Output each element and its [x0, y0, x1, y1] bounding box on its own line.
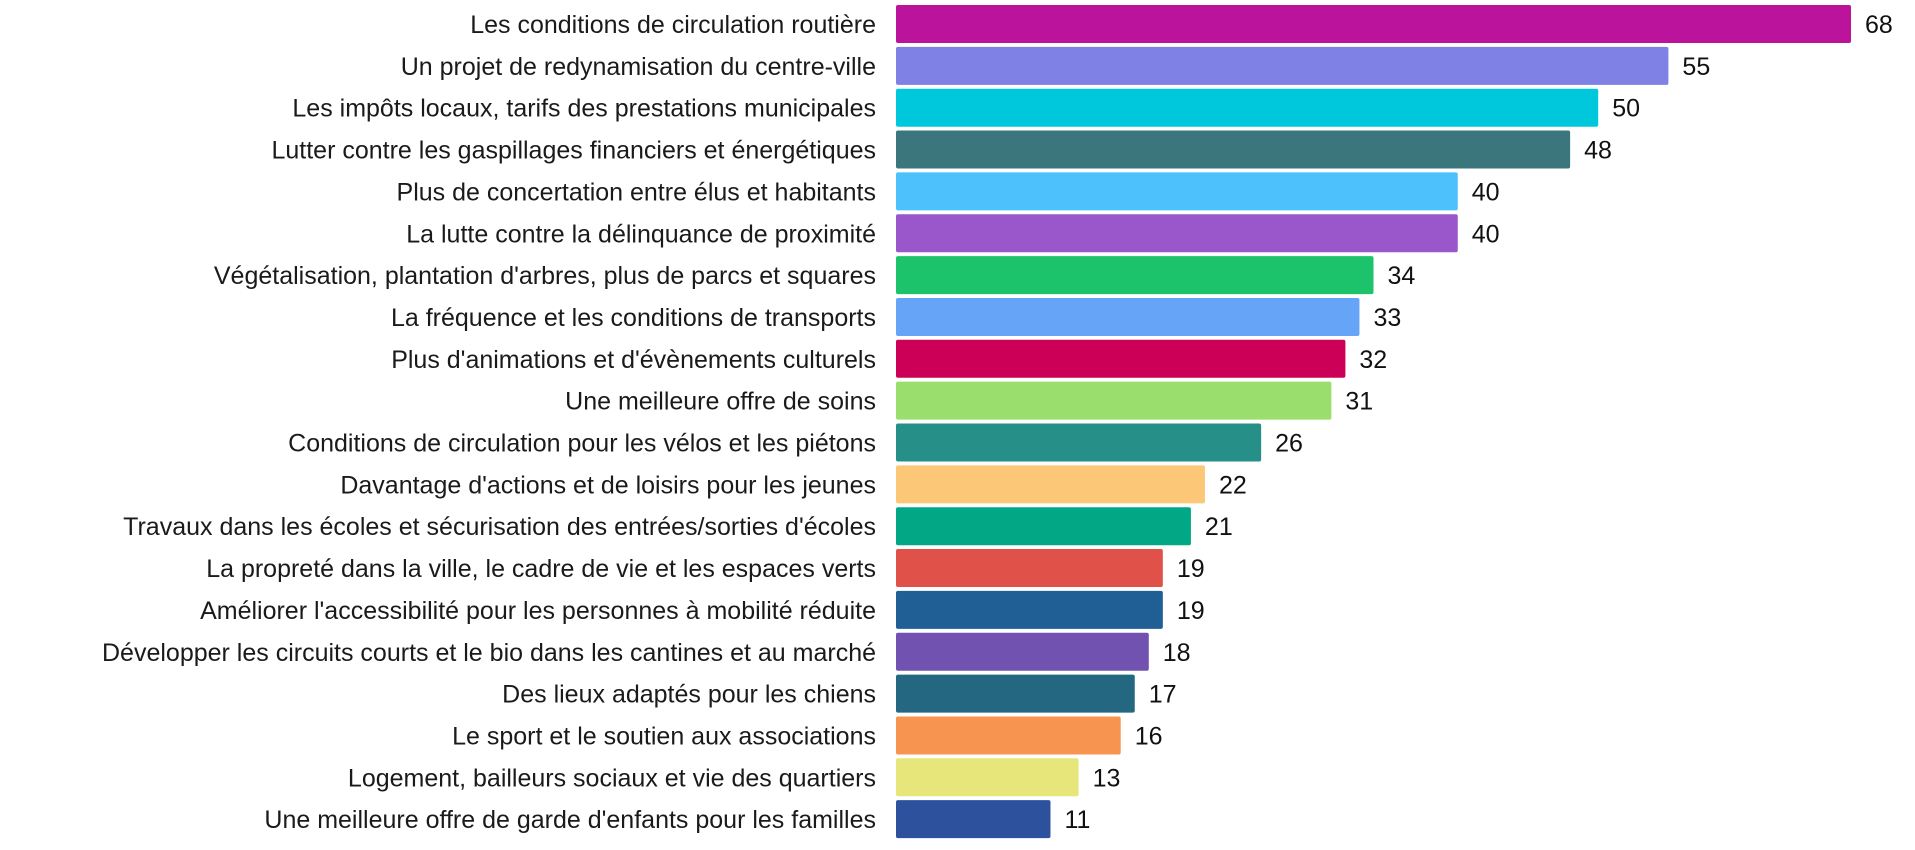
value-label: 34	[1388, 262, 1416, 290]
category-label: Le sport et le soutien aux associations	[452, 722, 876, 750]
category-label: La fréquence et les conditions de transp…	[391, 304, 876, 332]
bar	[896, 339, 1346, 378]
category-label: Des lieux adaptés pour les chiens	[502, 681, 876, 709]
category-label: La lutte contre la délinquance de proxim…	[406, 220, 876, 248]
category-label: Une meilleure offre de garde d'enfants p…	[264, 806, 876, 834]
category-label: Un projet de redynamisation du centre-vi…	[401, 53, 876, 81]
value-label: 19	[1177, 597, 1205, 625]
value-label: 26	[1275, 430, 1303, 458]
value-label: 31	[1345, 388, 1373, 416]
category-label: Conditions de circulation pour les vélos…	[288, 430, 876, 458]
bar	[896, 507, 1191, 546]
category-label: Une meilleure offre de soins	[565, 388, 876, 416]
value-label: 50	[1612, 95, 1640, 123]
value-label: 18	[1163, 639, 1191, 667]
category-label: Développer les circuits courts et le bio…	[102, 639, 876, 667]
bar	[896, 423, 1262, 462]
bar	[896, 214, 1458, 253]
bar	[896, 465, 1205, 504]
bar	[896, 716, 1121, 755]
value-label: 13	[1093, 764, 1121, 792]
bar	[896, 674, 1135, 713]
category-label: Lutter contre les gaspillages financiers…	[271, 137, 876, 165]
category-label: La propreté dans la ville, le cadre de v…	[206, 555, 876, 583]
value-label: 17	[1149, 681, 1177, 709]
value-label: 48	[1584, 137, 1612, 165]
value-label: 68	[1865, 11, 1893, 39]
bar	[896, 381, 1332, 420]
value-label: 22	[1219, 471, 1247, 499]
bar	[896, 46, 1669, 85]
value-label: 33	[1373, 304, 1401, 332]
category-label: Logement, bailleurs sociaux et vie des q…	[348, 764, 876, 792]
category-label: Améliorer l'accessibilité pour les perso…	[200, 597, 876, 625]
bar	[896, 297, 1360, 336]
bar	[896, 758, 1079, 797]
value-label: 21	[1205, 513, 1233, 541]
bar	[896, 590, 1163, 629]
bar	[896, 549, 1163, 588]
category-label: Plus d'animations et d'évènements cultur…	[391, 346, 876, 374]
category-label: Travaux dans les écoles et sécurisation …	[123, 513, 876, 541]
value-label: 40	[1472, 220, 1500, 248]
bar	[896, 130, 1571, 169]
category-label: Davantage d'actions et de loisirs pour l…	[340, 471, 876, 499]
value-label: 16	[1135, 722, 1163, 750]
bar	[896, 256, 1374, 295]
value-label: 32	[1359, 346, 1387, 374]
category-label: Les conditions de circulation routière	[470, 11, 876, 39]
bar	[896, 632, 1149, 671]
value-label: 55	[1682, 53, 1710, 81]
bar	[896, 88, 1599, 127]
category-label: Végétalisation, plantation d'arbres, plu…	[214, 262, 876, 290]
value-label: 19	[1177, 555, 1205, 583]
category-labels: Les conditions de circulation routière Un…	[102, 11, 876, 834]
category-label: Les impôts locaux, tarifs des prestation…	[292, 95, 876, 123]
value-label: 40	[1472, 178, 1500, 206]
bars	[896, 5, 1851, 839]
bar	[896, 172, 1458, 211]
category-label: Plus de concertation entre élus et habit…	[397, 178, 876, 206]
bar	[896, 5, 1851, 43]
value-label: 11	[1064, 806, 1090, 834]
bar	[896, 800, 1051, 839]
